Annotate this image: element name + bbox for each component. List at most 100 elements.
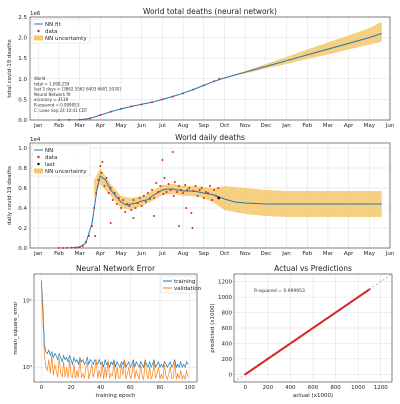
panel-total-ytick-label: 2.0: [18, 36, 27, 42]
panel-daily-data-point: [74, 246, 77, 249]
panel-daily-xtick-label: Oct: [220, 251, 230, 257]
panel-total-data-point: [161, 98, 164, 101]
panel-error-xtick-label: 60: [127, 385, 134, 391]
panel-daily-xtick-label: Dec: [261, 251, 272, 257]
panel-avp-ytick-label: 800: [222, 311, 233, 317]
panel-daily-xtick-label: Jul: [158, 251, 166, 257]
panel-daily-data-point: [107, 192, 110, 194]
panel-avp-ylabel: predicted (x1000): [210, 303, 216, 352]
panel-daily-legend-label: NN: [45, 148, 53, 154]
panel-daily-data-point: [153, 197, 156, 199]
panel-daily-xtick-label: Jun: [385, 251, 395, 257]
panel-daily-data-point: [97, 179, 100, 181]
panel-daily-data-point: [192, 190, 195, 192]
panel-daily-xtick-label: Sep: [199, 251, 210, 257]
panel-total-data-point: [151, 101, 154, 104]
panel-total-legend-swatch: [37, 29, 40, 33]
panel-error-ylabel: mean_square_error: [13, 301, 19, 355]
panel-daily-data-point: [194, 185, 197, 187]
panel-daily-data-point: [191, 227, 194, 229]
panel-total-xtick-label: Aug: [178, 123, 189, 129]
panel-daily-data-point: [211, 199, 214, 201]
panel-daily-data-point: [204, 191, 207, 193]
panel-daily-ytick-label: 0.6: [18, 186, 27, 192]
panel-daily-xtick-label: Feb: [54, 251, 64, 257]
panel-total-annotation-line: accuracy = 4139: [34, 97, 69, 102]
panel-total-annotation-line: C. Lowe Sep 24 10:41 CDT: [34, 108, 88, 113]
panel-daily-data-point: [188, 187, 191, 189]
panel-error-title: Neural Network Error: [76, 264, 156, 273]
panel-total-xtick-label: Apr: [344, 123, 354, 129]
panel-total-ytick-label: 1.5: [18, 56, 27, 62]
panel-daily-data-point: [130, 209, 133, 211]
panel-error-validation-line: [41, 286, 189, 381]
panel-daily-xtick-label: Apr: [344, 251, 354, 257]
panel-avp-annotation: R-squared = 0.999953: [254, 288, 305, 294]
panel-daily-data-point: [200, 187, 203, 189]
panel-total-data-point: [130, 105, 133, 108]
panel-daily-legend-label: data: [45, 155, 57, 161]
panel-total-data-point: [68, 118, 71, 121]
panel-daily-nn-line: [59, 175, 382, 248]
panel-daily-data-point: [126, 203, 129, 205]
panel-total-xtick-label: Apr: [96, 123, 106, 129]
panel-avp-ytick-label: 200: [222, 357, 233, 363]
panel-daily-data-point: [177, 185, 180, 187]
panel-error-xtick-label: 80: [156, 385, 163, 391]
panel-daily-data-point: [140, 205, 143, 207]
panel-daily-legend-label: NN uncertainty: [45, 169, 87, 175]
panel-total-data-point: [218, 77, 221, 80]
panel-daily-xtick-label: Mar: [74, 251, 85, 257]
panel-error-legend-label: training: [174, 279, 195, 285]
panel-avp-ytick-label: 0: [229, 372, 233, 378]
panel-total-xtick-label: Jul: [158, 123, 166, 129]
panel-daily-legend-swatch: [37, 155, 40, 159]
panel-total-ytick-label: 1.0: [18, 77, 27, 83]
panel-daily-data-point: [122, 199, 125, 201]
panel-error-legend-box: [160, 275, 196, 294]
panel-avp-xtick-label: 800: [330, 385, 341, 391]
panel-daily-ytick-label: 1.0: [18, 146, 27, 152]
panel-daily-xtick-label: Nov: [240, 251, 251, 257]
panel-daily-xtick-label: Mar: [323, 251, 334, 257]
panel-total-data-point: [57, 119, 60, 121]
panel-daily-data-point: [128, 205, 131, 207]
panel-daily-ytick-label: 0.0: [18, 246, 27, 252]
panel-avp-title: Actual vs Predictions: [274, 264, 352, 273]
panel-total-legend-swatch: [34, 35, 43, 41]
panel-avp-xtick-label: 0: [244, 385, 248, 391]
panel-total-data-point: [202, 84, 205, 87]
panel-total-data-point: [99, 114, 102, 117]
panel-daily-xtick-label: May: [115, 251, 127, 257]
panel-error-frame: [33, 273, 198, 383]
panel-daily-data-point: [171, 151, 174, 153]
panel-daily-data-point: [167, 183, 170, 185]
panel-daily-data-point: [169, 189, 172, 191]
panel-total-data-point: [192, 88, 195, 91]
panel-daily-data-point: [91, 225, 94, 227]
panel-daily-data-point: [109, 222, 112, 224]
panel-daily-data-point: [70, 246, 73, 249]
panel-total-xtick-label: Feb: [302, 123, 312, 129]
panel-error-xtick-label: 20: [68, 385, 75, 391]
panel-total-xtick-label: Nov: [240, 123, 251, 129]
panel-daily-data-point: [57, 247, 60, 249]
panel-daily-data-point: [95, 192, 98, 194]
panel-total-data-point: [171, 95, 174, 98]
panel-daily-multiplier: 1e4: [30, 137, 41, 143]
panel-avp-ytick-label: 600: [222, 326, 233, 332]
panel-total-xtick-label: Mar: [323, 123, 334, 129]
panel-daily-data-point: [134, 207, 137, 209]
panel-daily-data-point: [124, 211, 127, 213]
panel-daily-data-point: [173, 181, 176, 183]
panel-daily-legend-swatch: [37, 162, 40, 166]
panel-daily-data-point: [162, 193, 165, 195]
panel-daily-last-point: [217, 196, 220, 200]
panel-total-xtick-label: Jan: [281, 123, 291, 129]
panel-avp-frame: [233, 273, 393, 383]
panel-daily-data-point: [149, 198, 151, 200]
panel-total-xtick-label: Feb: [54, 123, 64, 129]
panel-daily-data-point: [105, 177, 108, 179]
